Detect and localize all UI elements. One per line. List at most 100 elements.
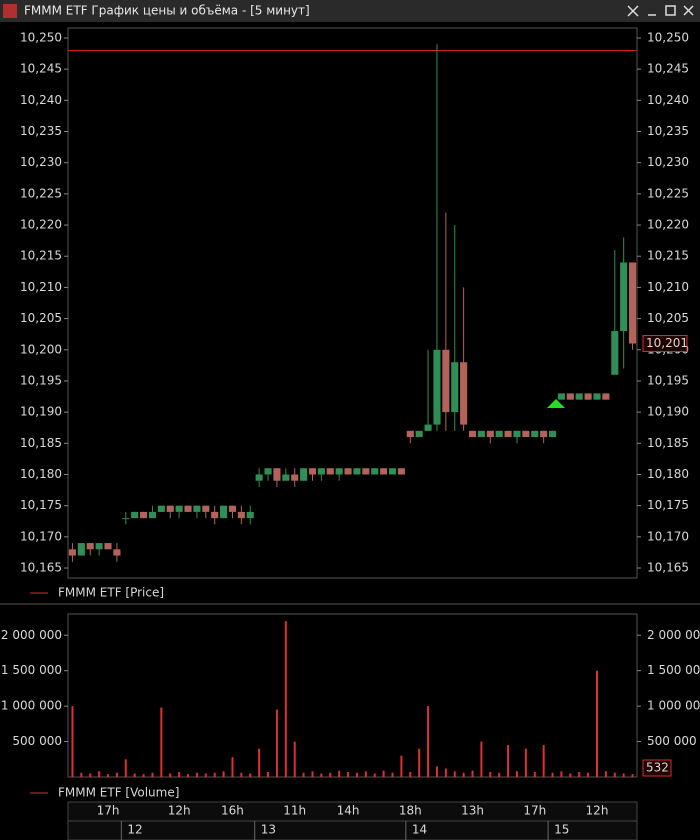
pin-button[interactable] [627,5,639,17]
candle-body [68,549,77,556]
candle-body [406,430,414,438]
y-tick-label: 10,230 [647,155,689,169]
time-label: 17h [523,804,546,818]
candle-body [104,543,112,550]
candle-body [566,393,574,400]
candle-body [264,468,272,475]
y-tick-label: 1 000 000 [1,699,62,713]
candle-body [522,430,530,438]
candle-body [477,430,485,438]
title-bar [0,0,700,22]
candle-body [317,468,325,475]
y-tick-label: 10,170 [20,529,62,543]
y-tick-label: 10,220 [647,218,689,232]
candle-body [513,430,521,438]
y-tick-label: 10,210 [20,280,62,294]
y-tick-label: 10,205 [20,311,62,325]
candle-body [326,468,334,475]
candle-body [166,505,174,512]
candle-body [246,511,254,519]
y-tick-label: 10,180 [647,467,689,481]
candle-body [282,474,290,481]
candle-body [95,543,103,550]
y-tick-label: 10,185 [647,436,689,450]
candle-body [335,468,343,475]
close-button[interactable] [683,5,694,16]
candle-body [451,362,459,413]
legend-label: FMMM ETF [Volume] [58,786,179,800]
y-tick-label: 10,245 [647,62,689,76]
candle-body [148,511,157,519]
y-tick-label: 10,185 [20,436,62,450]
y-tick-label: 10,175 [20,498,62,512]
candle-body [193,505,201,512]
candle-body [175,505,183,512]
time-label: 17h [97,804,120,818]
maximize-button[interactable] [665,5,676,16]
candle-body [433,349,441,425]
day-label: 12 [127,823,142,837]
last-value-box [642,335,688,353]
candle-body [468,430,477,438]
candle-body [255,474,263,481]
candle-body [611,331,619,375]
y-tick-label: 10,165 [647,561,689,575]
candle-body [620,262,628,332]
candle-body [353,468,361,475]
candle-body [300,468,308,481]
candle-body [371,468,379,475]
candle-body [362,468,370,475]
y-tick-label: 10,195 [647,373,689,387]
y-tick-label: 10,235 [647,124,689,138]
candle-body [77,543,85,556]
app-icon [3,4,17,18]
candle-body [86,543,94,550]
y-tick-label: 10,210 [647,280,689,294]
candle-body [237,511,245,519]
y-tick-label: 10,250 [647,30,689,44]
time-label: 11h [283,804,306,818]
last-value-box [642,759,672,777]
candle-body [460,362,468,425]
candle-body [593,393,601,400]
y-tick-label: 10,220 [20,218,62,232]
y-tick-label: 10,180 [20,467,62,481]
y-tick-label: 500 000 [647,734,697,748]
candle-body [113,549,121,556]
day-label: 15 [554,823,569,837]
time-label: 13h [461,804,484,818]
candle-body [380,468,388,475]
candle-body [157,505,165,512]
y-tick-label: 10,245 [20,62,62,76]
price-plot-frame [67,27,638,579]
y-tick-label: 2 000 000 [1,628,62,642]
candle-body [397,468,405,475]
candle-body [228,505,237,512]
y-tick-label: 10,215 [20,249,62,263]
y-tick-label: 10,175 [647,498,689,512]
day-label: 14 [412,823,427,837]
y-tick-label: 10,190 [647,405,689,419]
y-tick-label: 10,240 [20,93,62,107]
y-tick-label: 10,190 [20,405,62,419]
candle-body [602,393,610,400]
candle-body [575,393,583,400]
candle-body [140,511,148,519]
y-tick-label: 10,230 [20,155,62,169]
y-tick-label: 10,215 [647,249,689,263]
candle-body [540,430,548,438]
candle-body [122,518,130,520]
time-label: 12h [168,804,191,818]
y-tick-label: 500 000 [12,734,62,748]
candle-body [504,430,512,438]
window-title: FMMM ETF График цены и объёма - [5 минут… [24,4,310,18]
y-tick-label: 10,200 [20,342,62,356]
candle-body [344,468,352,475]
candle-body [424,424,432,431]
y-tick-label: 10,205 [647,311,689,325]
y-tick-label: 10,225 [20,186,62,200]
y-tick-label: 10,165 [20,561,62,575]
candle-body [220,505,228,519]
